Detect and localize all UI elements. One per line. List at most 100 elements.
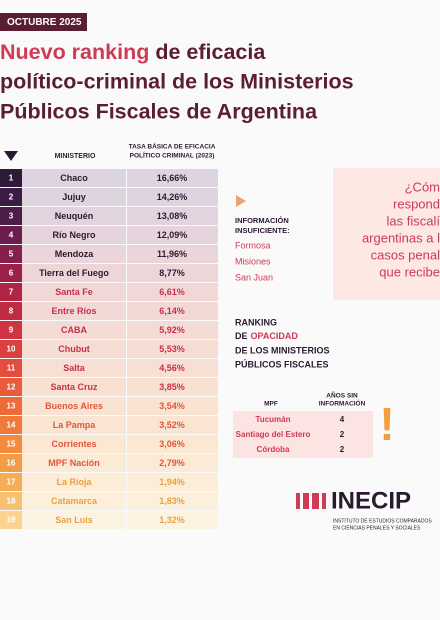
rank-cell — [0, 321, 22, 339]
rank-cell — [0, 302, 22, 320]
rate: 8,77% — [159, 268, 185, 278]
rate: 3,06% — [159, 439, 185, 449]
rate: 3,52% — [159, 420, 185, 430]
rank: 19 — [7, 516, 16, 525]
name-cell — [22, 473, 126, 491]
name-cell — [22, 169, 126, 187]
rate: 5,92% — [159, 325, 185, 335]
question-box — [333, 168, 440, 300]
value-cell — [127, 245, 218, 263]
name-cell — [22, 416, 126, 434]
rank: 17 — [7, 478, 16, 487]
rate: 6,61% — [159, 287, 185, 297]
rate: 6,14% — [159, 306, 185, 316]
rank: 16 — [7, 459, 16, 468]
opacity-heading: DE LOS MINISTERIOS — [235, 345, 330, 355]
rank: 6 — [9, 269, 14, 278]
rank-cell — [0, 435, 22, 453]
rank: 14 — [7, 421, 16, 430]
value-cell — [127, 207, 218, 225]
rank: 8 — [9, 307, 14, 316]
rate: 13,08% — [157, 211, 188, 221]
name-cell — [22, 245, 126, 263]
rate: 4,56% — [159, 363, 185, 373]
name-cell — [22, 378, 126, 396]
rank-cell — [0, 207, 22, 225]
question-line: respond — [393, 196, 440, 211]
name-cell — [22, 264, 126, 282]
ministry: San Luis — [55, 515, 93, 525]
rank: 9 — [9, 326, 14, 335]
rank-cell — [0, 416, 22, 434]
value-cell — [127, 283, 218, 301]
ministry: Chaco — [60, 173, 88, 183]
ministry: Mendoza — [55, 249, 94, 259]
rank-cell — [0, 397, 22, 415]
name-cell — [22, 359, 126, 377]
ministry: Neuquén — [55, 211, 94, 221]
value-cell — [127, 435, 218, 453]
rank-cell — [0, 492, 22, 510]
rank: 2 — [9, 193, 14, 202]
question-line: casos penal — [371, 247, 440, 262]
ministry: Santa Fe — [55, 287, 93, 297]
rate: 2,79% — [159, 458, 185, 468]
rank-cell — [0, 169, 22, 187]
rank: 5 — [9, 250, 14, 259]
col-header: POLÍTICO CRIMINAL (2023) — [130, 151, 215, 160]
exclamation-icon: ! — [379, 398, 394, 450]
logo-icon — [296, 493, 326, 509]
name-cell — [22, 302, 126, 320]
ministry: Entre Ríos — [51, 306, 96, 316]
rank: 1 — [9, 174, 14, 183]
ministry: Salta — [63, 363, 86, 373]
rank: 4 — [9, 231, 14, 240]
logo-name: INECIP — [331, 487, 411, 514]
value-cell — [127, 454, 218, 472]
rank: 11 — [7, 364, 16, 373]
name-cell — [22, 321, 126, 339]
question-line: argentinas a l — [362, 230, 440, 245]
insufficient-item: Formosa — [235, 240, 271, 250]
date-badge — [0, 13, 87, 31]
rank-cell — [0, 340, 22, 358]
rank: 10 — [7, 345, 16, 354]
ministry: Río Negro — [52, 230, 96, 240]
ministry: Jujuy — [62, 192, 86, 202]
rank-cell — [0, 245, 22, 263]
value-cell — [127, 302, 218, 320]
opacity-years: 4 — [340, 415, 345, 424]
opacity-heading: PÚBLICOS FISCALES — [235, 358, 329, 369]
col-header: AÑOS SIN — [326, 391, 358, 400]
opacity-heading-text: DE — [235, 331, 248, 341]
opacity-table-bg — [233, 411, 373, 458]
insufficient-heading: INSUFICIENTE: — [235, 226, 290, 235]
col-header: MPF — [264, 401, 278, 408]
rank-cell — [0, 359, 22, 377]
ministry: Catamarca — [51, 496, 98, 506]
rank-cell — [0, 226, 22, 244]
name-cell — [22, 511, 126, 529]
value-cell — [127, 378, 218, 396]
date: OCTUBRE 2025 — [7, 17, 82, 28]
opacity-heading: RANKING — [235, 317, 277, 327]
rank-cell — [0, 511, 22, 529]
col-header: TASA BÁSICA DE EFICACIA — [129, 142, 216, 151]
name-cell — [22, 435, 126, 453]
rank: 12 — [7, 383, 16, 392]
value-cell — [127, 188, 218, 206]
title-line: Públicos Fiscales de Argentina — [0, 100, 318, 124]
rank: 3 — [9, 212, 14, 221]
question-line: que recibe — [379, 264, 440, 279]
opacity-years: 2 — [340, 430, 345, 439]
opacity-mpf: Santiago del Estero — [236, 430, 311, 439]
rate: 1,83% — [159, 496, 185, 506]
question-line: ¿Cóm — [405, 179, 440, 194]
ministry: MPF Nación — [48, 458, 100, 468]
ministry: Santa Cruz — [50, 382, 98, 392]
value-cell — [127, 359, 218, 377]
ministry: Chubut — [58, 344, 90, 354]
value-cell — [127, 226, 218, 244]
value-cell — [127, 492, 218, 510]
